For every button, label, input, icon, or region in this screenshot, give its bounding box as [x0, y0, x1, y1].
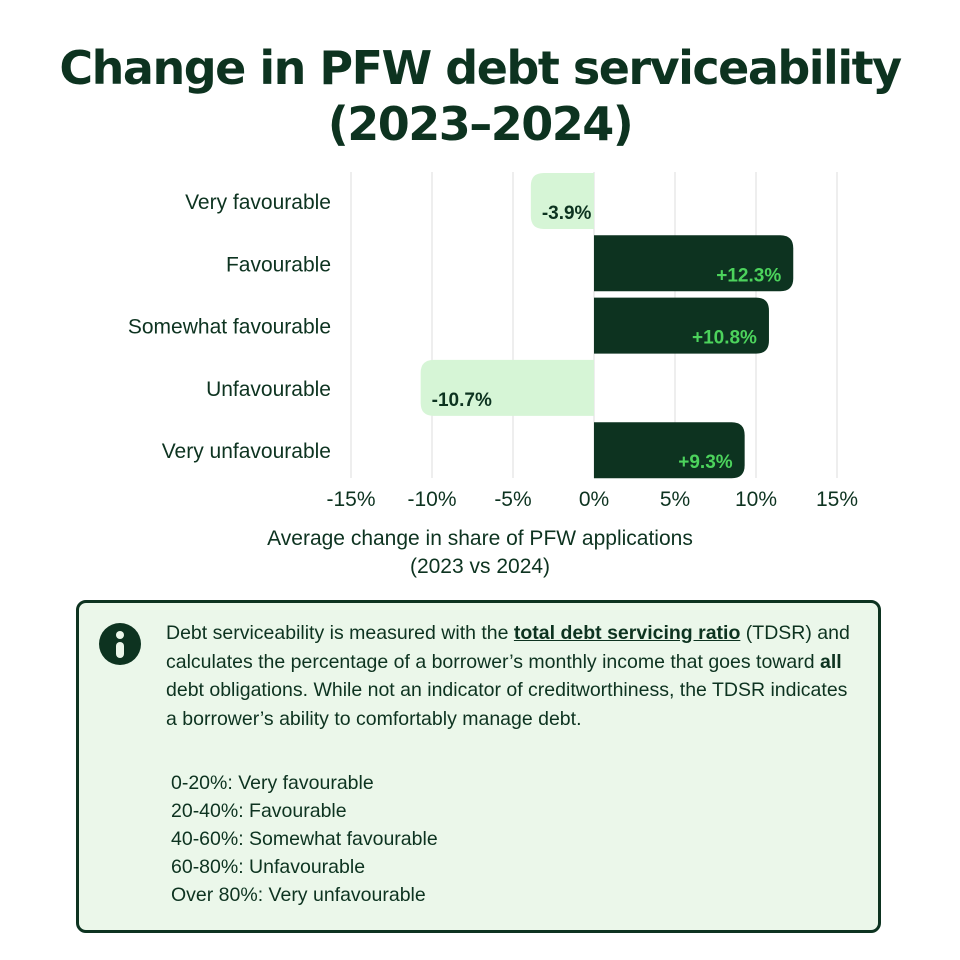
x-tick-label: 10% [735, 488, 777, 511]
x-tick-label: 0% [579, 488, 609, 511]
bold-all: all [819, 650, 842, 673]
x-tick-label: -5% [494, 488, 531, 511]
data-label: +10.8% [692, 328, 757, 349]
chart-title-line1: Change in PFW debt serviceability [59, 41, 902, 95]
tdsr-link[interactable]: total debt servicing ratio [513, 622, 741, 644]
bar [594, 297, 769, 354]
bar [594, 422, 745, 479]
info-icon [99, 623, 141, 665]
info-box: Debt serviceability is measured with the… [76, 600, 881, 933]
scale-item: 0-20%: Very favourable [171, 772, 374, 794]
scale-item: Over 80%: Very unfavourable [171, 884, 426, 906]
x-tick-label: -10% [407, 488, 456, 511]
bar [420, 359, 594, 416]
category-label: Very unfavourable [162, 440, 331, 463]
chart-title: Change in PFW debt serviceability (2023–… [0, 40, 960, 152]
x-tick-label: 15% [816, 488, 858, 511]
data-label: +9.3% [678, 452, 733, 473]
data-label: -10.7% [432, 390, 492, 411]
bar [530, 173, 594, 229]
x-axis-title: Average change in share of PFW applicati… [0, 525, 960, 581]
x-axis-title-line1: Average change in share of PFW applicati… [267, 527, 693, 550]
x-tick-label: 5% [660, 488, 690, 511]
scale-item: 40-60%: Somewhat favourable [171, 828, 438, 850]
scale-item: 60-80%: Unfavourable [171, 856, 366, 878]
info-description: Debt serviceability is measured with the… [166, 622, 850, 730]
bar [594, 235, 794, 292]
category-label: Unfavourable [206, 378, 331, 401]
bar-chart: -15% -10% -5% 0% 5% 10% 15% Very favourable -3.9… [128, 172, 858, 511]
tdsr-scale-list: 0-20%: Very favourable 20-40%: Favourabl… [171, 769, 438, 909]
chart-title-line2: (2023–2024) [327, 97, 634, 151]
category-label: Very favourable [185, 191, 331, 214]
data-label: -3.9% [542, 203, 592, 224]
category-label: Somewhat favourable [128, 316, 331, 339]
data-label: +12.3% [716, 265, 781, 286]
x-axis-title-line2: (2023 vs 2024) [409, 555, 551, 578]
category-label: Favourable [226, 253, 331, 276]
x-tick-label: -15% [326, 488, 375, 511]
scale-item: 20-40%: Favourable [171, 800, 347, 822]
